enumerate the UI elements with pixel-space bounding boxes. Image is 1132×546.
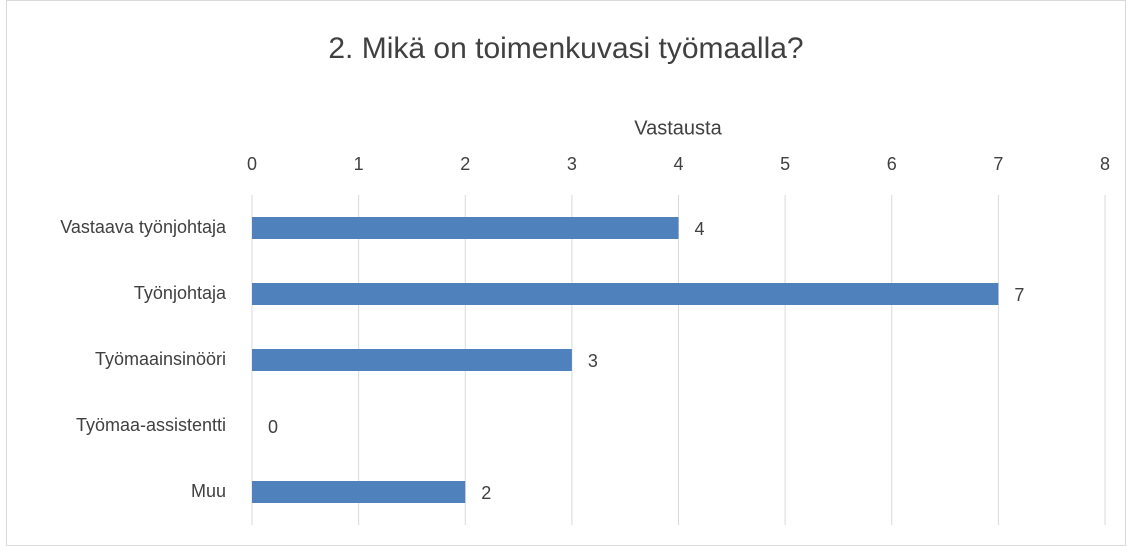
data-label: 3	[588, 351, 598, 371]
data-label: 7	[1014, 285, 1024, 305]
x-tick-label: 8	[1100, 154, 1110, 174]
x-tick-label: 3	[567, 154, 577, 174]
y-tick-label: Työmaa-assistentti	[76, 415, 226, 435]
bar	[252, 217, 679, 239]
bar	[252, 349, 572, 371]
y-tick-label: Työnjohtaja	[134, 283, 227, 303]
x-axis-label: Vastausta	[634, 117, 722, 139]
x-tick-label: 4	[673, 154, 683, 174]
chart-border	[6, 0, 1126, 546]
bar	[252, 283, 999, 305]
data-label: 2	[481, 483, 491, 503]
chart-title: 2. Mikä on toimenkuvasi työmaalla?	[328, 32, 803, 65]
x-tick-label: 1	[354, 154, 364, 174]
x-tick-label: 7	[993, 154, 1003, 174]
bar	[252, 481, 466, 503]
y-tick-label: Työmaainsinööri	[95, 349, 226, 369]
data-label: 0	[268, 417, 278, 437]
x-tick-label: 5	[780, 154, 790, 174]
x-tick-label: 0	[247, 154, 257, 174]
x-tick-label: 6	[887, 154, 897, 174]
x-tick-label: 2	[460, 154, 470, 174]
data-label: 4	[695, 219, 705, 239]
y-tick-label: Vastaava työnjohtaja	[60, 217, 227, 237]
y-tick-label: Muu	[191, 481, 226, 501]
